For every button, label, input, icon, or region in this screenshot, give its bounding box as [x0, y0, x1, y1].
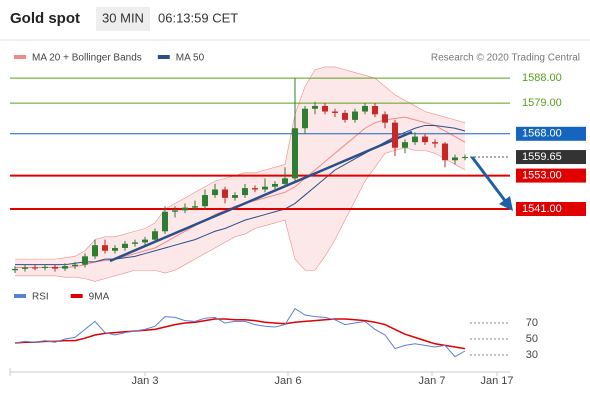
candle-body [232, 195, 238, 198]
candle-body [382, 114, 388, 123]
legend-swatch [70, 294, 83, 298]
y-tick-label: 50 [526, 333, 538, 345]
candle-body [202, 195, 208, 207]
chart-title: Gold spot [10, 10, 80, 27]
series-line [14, 318, 466, 350]
candle-body [462, 157, 468, 159]
candle-body [322, 105, 328, 112]
bollinger-lower [15, 147, 466, 282]
candle-body [162, 211, 168, 232]
candle-body [332, 111, 338, 113]
candle-body [252, 188, 258, 190]
candle-body [112, 247, 118, 251]
source: Research © 2020 Trading Central [431, 53, 580, 64]
level-label: 1568.00 [522, 128, 562, 140]
legend-label: RSI [32, 292, 49, 303]
legend-label: MA 50 [176, 53, 205, 64]
y-tick-label: 70 [526, 317, 538, 329]
candle-body [142, 239, 148, 243]
candle-body [42, 266, 48, 269]
candle-body [262, 186, 268, 190]
candle-body [92, 245, 98, 257]
candle-body [292, 128, 298, 179]
candle-body [152, 231, 158, 240]
candle-body [132, 242, 138, 244]
candle-body [122, 243, 128, 248]
candle-body [12, 268, 18, 271]
candle-body [22, 267, 28, 269]
candle-body [52, 266, 58, 269]
level-tag [516, 126, 586, 141]
candle-body [242, 188, 248, 196]
candle-body [302, 108, 308, 129]
projection-arrow [470, 156, 508, 203]
legend-swatch [157, 55, 170, 59]
series-line [14, 307, 466, 358]
candle-body [62, 266, 68, 269]
candle-body [342, 112, 348, 120]
candle-body [362, 105, 368, 112]
legend-label: 9MA [89, 292, 110, 303]
candle-body [392, 122, 398, 148]
candle-body [82, 256, 88, 265]
candle-body [372, 105, 378, 115]
candle-body [402, 142, 408, 148]
legend-swatch [14, 55, 26, 59]
candle-body [312, 105, 318, 109]
candle-body [452, 157, 458, 161]
x-tick-label: Jan 3 [132, 375, 159, 387]
candle-body [102, 245, 108, 251]
candle-body [352, 111, 358, 120]
candle-body [432, 142, 438, 144]
candle-body [222, 189, 228, 198]
timeframe[interactable]: 30 MIN [102, 10, 144, 25]
legend-swatch [14, 294, 26, 298]
candle-body [182, 207, 188, 211]
x-tick-label: Jan 17 [480, 375, 513, 387]
level-tag [516, 168, 586, 183]
candle-body [442, 143, 448, 161]
time: 06:13:59 CET [158, 10, 238, 25]
legend-label: MA 20 + Bollinger Bands [32, 53, 142, 64]
candle-body [272, 183, 278, 187]
ma-line [15, 124, 466, 266]
arrow-head [499, 196, 513, 211]
candle-body [282, 178, 288, 184]
candle-body [172, 210, 178, 212]
level-tag [516, 201, 586, 216]
candle-body [32, 267, 38, 269]
candle-body [192, 206, 198, 208]
timeframe-box[interactable] [96, 7, 150, 31]
candle-body [72, 264, 78, 267]
candle-body [412, 136, 418, 143]
level-label: 1559.65 [522, 151, 562, 163]
bollinger-upper [15, 66, 466, 260]
trend-line [109, 130, 413, 263]
level-tag [516, 150, 586, 165]
level-label: 1588.00 [522, 72, 562, 84]
level-label: 1553.00 [522, 169, 562, 181]
x-tick-label: Jan 7 [419, 375, 446, 387]
y-tick-label: 30 [526, 349, 538, 361]
level-label: 1579.00 [522, 97, 562, 109]
x-tick-label: Jan 6 [275, 375, 302, 387]
level-label: 1541.00 [522, 203, 562, 215]
candle-body [212, 189, 218, 196]
candle-body [422, 136, 428, 143]
